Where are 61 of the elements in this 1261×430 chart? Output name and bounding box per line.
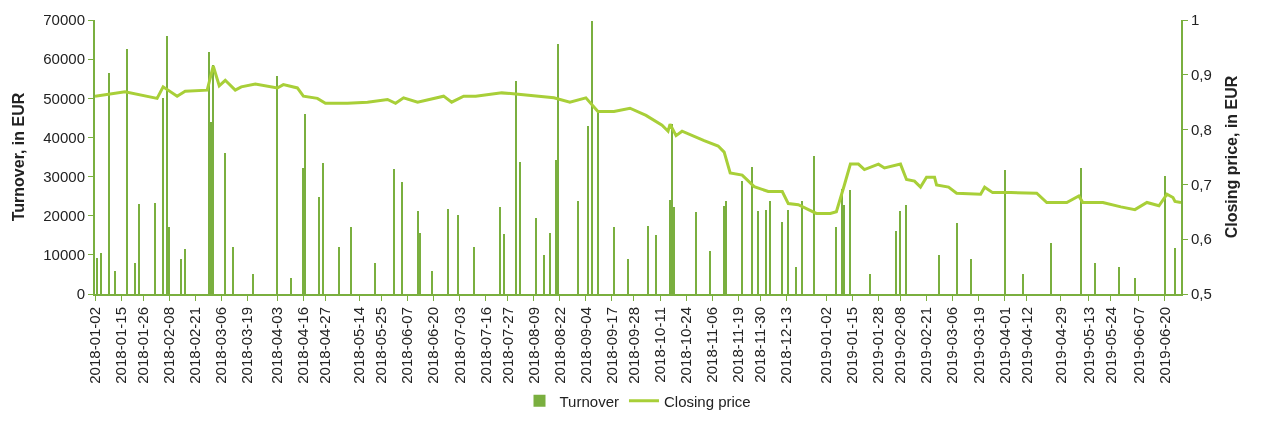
x-tick-label: 2018-01-15 [111,307,129,384]
x-tick-label: 2018-06-07 [398,307,416,384]
x-tick-label: 2018-08-09 [524,307,542,384]
y-tick-label: 30000 [43,167,85,185]
x-tick-label: 2018-05-14 [350,307,368,384]
x-tick-label: 2019-01-28 [869,307,887,384]
x-tick-label: 2018-09-17 [602,307,620,384]
y2-tick-label: 0,6 [1191,230,1212,248]
legend-label: Turnover [559,392,619,410]
x-tick-label: 2018-12-13 [777,307,795,384]
x-tick-label: 2018-09-28 [624,307,642,384]
x-tick-label: 2018-08-22 [550,307,568,384]
legend-label: Closing price [663,392,751,410]
x-tick-label: 2019-05-13 [1079,307,1097,384]
x-tick-label: 2019-04-29 [1051,307,1069,384]
x-tick-label: 2018-05-25 [372,307,390,384]
x-tick-label: 2018-04-27 [316,307,334,384]
x-tick-label: 2018-10-24 [676,307,694,384]
y2-tick-label: 1 [1191,11,1200,29]
y-tick-label: 50000 [43,89,85,107]
x-tick-label: 2018-01-02 [85,307,103,384]
x-tick-label: 2018-02-21 [186,307,204,384]
x-tick-label: 2019-01-02 [817,307,835,384]
x-tick-label: 2018-09-04 [576,307,594,384]
line-series [95,64,1181,215]
y-tick-label: 60000 [43,50,85,68]
y-tick-label: 70000 [43,11,85,29]
x-tick-label: 2019-04-01 [995,307,1013,384]
x-tick-label: 2019-04-12 [1017,307,1035,384]
x-tick-label: 2018-04-03 [268,307,286,384]
x-tick-label: 2018-03-19 [238,307,256,384]
x-tick-label: 2018-02-08 [160,307,178,384]
y-tick-label: 40000 [43,128,85,146]
y2-axis-title: Closing price, in EUR [1223,75,1241,239]
x-tick-label: 2018-06-20 [424,307,442,384]
x-tick-label: 2018-03-06 [212,307,230,384]
x-tick-label: 2018-07-27 [498,307,516,384]
x-tick-label: 2019-06-20 [1155,307,1173,384]
x-tick-label: 2019-06-07 [1129,307,1147,384]
x-tick-label: 2019-02-08 [891,307,909,384]
x-tick-label: 2018-04-16 [294,307,312,384]
x-tick-label: 2019-03-19 [969,307,987,384]
y2-tick-label: 0,8 [1191,120,1212,138]
x-tick-label: 2018-10-11 [650,307,668,383]
y-tick-label: 20000 [43,206,85,224]
y2-tick-label: 0,9 [1191,66,1212,84]
x-tick-label: 2018-11-30 [751,307,769,383]
x-tick-label: 2018-07-16 [476,307,494,384]
x-tick-label: 2019-01-15 [843,307,861,384]
x-tick-label: 2018-01-26 [133,307,151,384]
x-tick-label: 2019-02-21 [917,307,935,384]
x-tick-label: 2019-05-24 [1101,307,1119,384]
y-axis-title: Turnover, in EUR [9,92,27,222]
x-tick-label: 2019-03-06 [943,307,961,384]
x-tick-label: 2018-07-03 [450,307,468,384]
y-tick-label: 10000 [43,246,85,264]
y-tick-label: 0 [76,285,85,303]
x-tick-label: 2018-11-06 [703,307,721,383]
x-tick-label: 2018-11-19 [729,307,747,383]
y2-tick-label: 0,5 [1191,285,1212,303]
y2-tick-label: 0,7 [1191,175,1212,193]
